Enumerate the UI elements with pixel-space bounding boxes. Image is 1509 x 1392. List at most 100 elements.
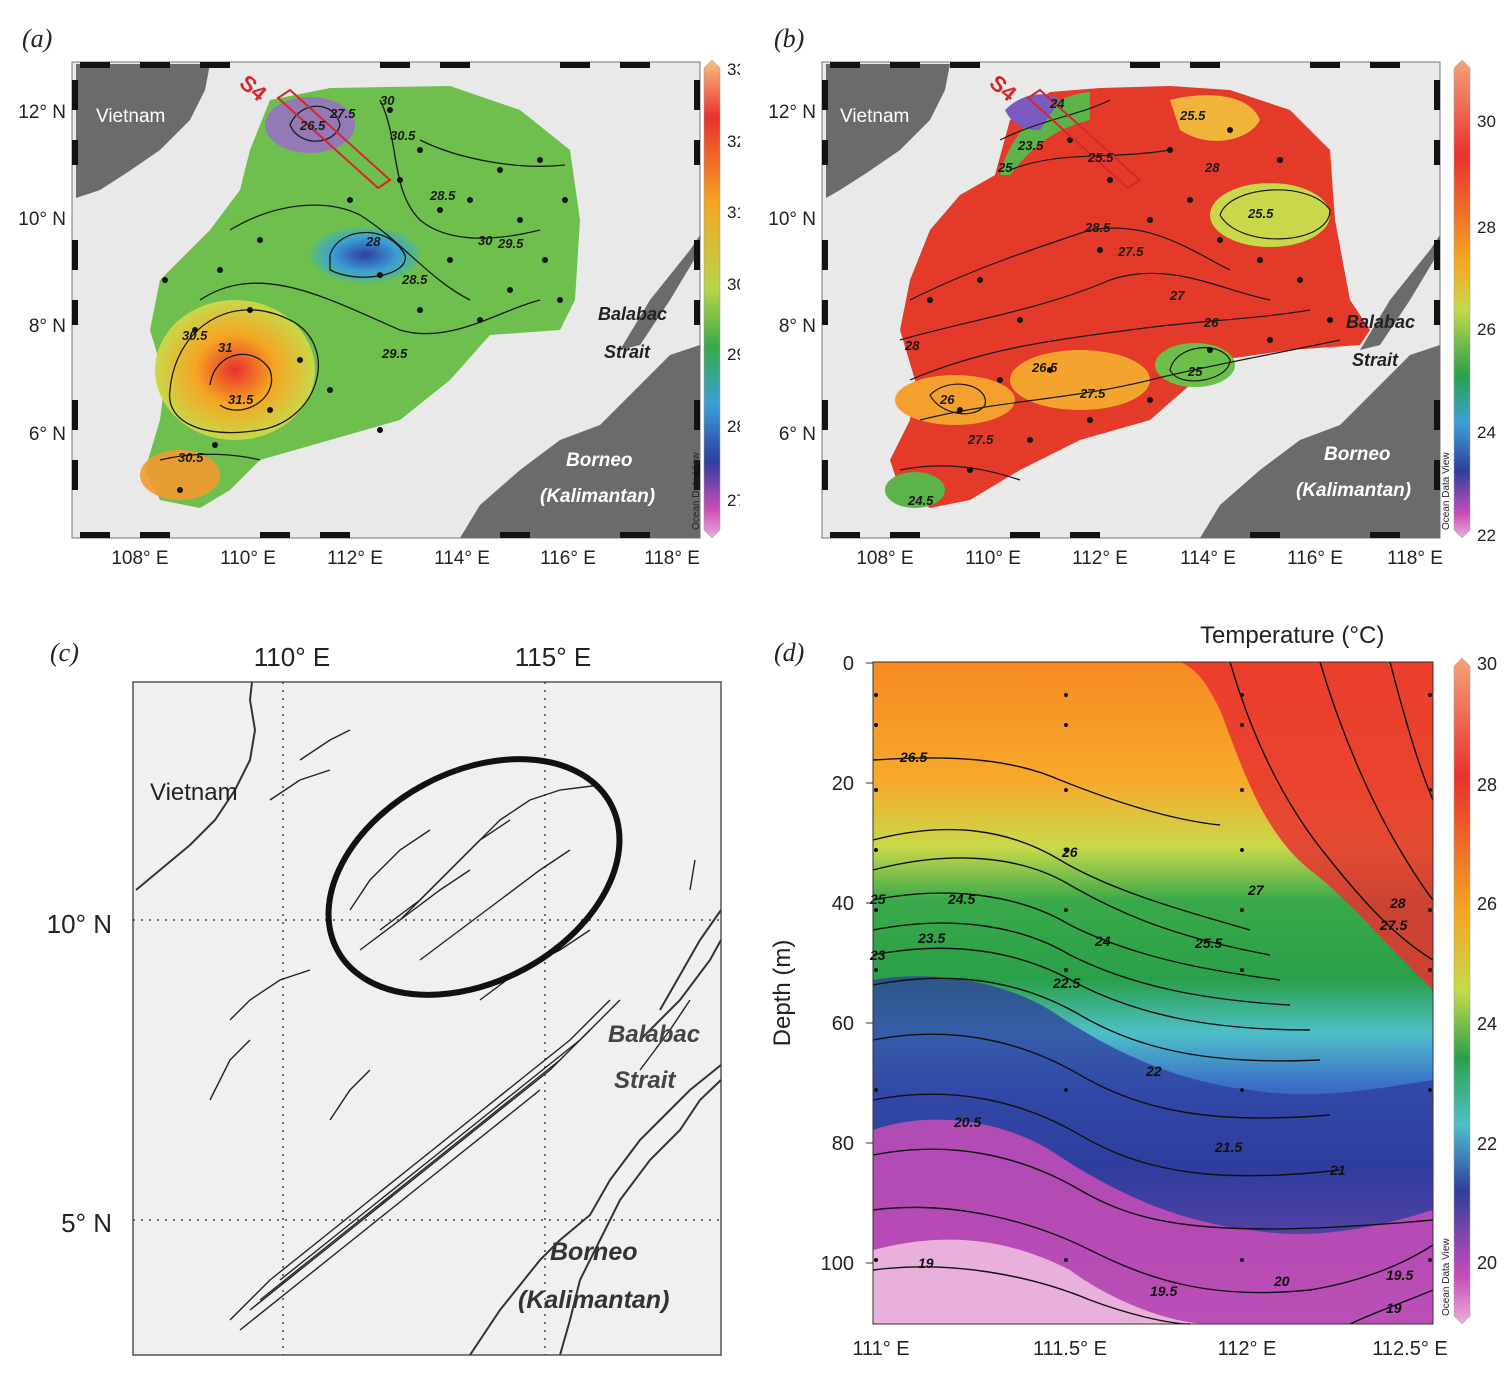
- svg-text:114° E: 114° E: [1180, 548, 1236, 569]
- depth-ticks: 0 20 40 60 80 100: [821, 653, 854, 1275]
- svg-text:25.5: 25.5: [1087, 150, 1114, 165]
- svg-text:27.5: 27.5: [1079, 386, 1106, 401]
- svg-text:26: 26: [939, 392, 955, 407]
- depth-tick-marks: [866, 662, 873, 1264]
- svg-text:5° N: 5° N: [61, 1208, 112, 1238]
- panel-d: (d): [750, 610, 1509, 1387]
- section-title: Temperature (°C): [1200, 622, 1384, 649]
- sar-map: Vietnam Balabac Strait Borneo (Kalimanta…: [47, 642, 722, 1356]
- svg-text:60: 60: [832, 1013, 854, 1035]
- stations: [162, 107, 568, 493]
- vietnam-land: [826, 64, 950, 198]
- svg-text:31: 31: [218, 340, 232, 355]
- svg-text:23.5: 23.5: [917, 930, 945, 946]
- svg-text:30: 30: [1477, 112, 1496, 131]
- svg-text:28: 28: [1477, 218, 1496, 237]
- map-frame: [132, 681, 722, 1356]
- svg-text:27.5: 27.5: [329, 106, 356, 121]
- colorbar-ticks: 30 28 26 24 22: [1477, 112, 1496, 545]
- place-kalimantan: (Kalimantan): [1296, 480, 1411, 501]
- svg-text:112° E: 112° E: [327, 548, 383, 569]
- svg-text:20: 20: [832, 773, 854, 795]
- svg-text:24: 24: [1049, 96, 1065, 111]
- svg-text:29.5: 29.5: [381, 346, 408, 361]
- svg-text:108° E: 108° E: [111, 548, 168, 569]
- svg-text:30.5: 30.5: [182, 328, 208, 343]
- svg-text:32: 32: [727, 132, 740, 151]
- svg-text:30.5: 30.5: [178, 450, 204, 465]
- svg-text:112° E: 112° E: [1072, 548, 1128, 569]
- frame-ticks: [72, 62, 700, 538]
- svg-text:25: 25: [997, 160, 1013, 175]
- place-borneo: Borneo: [550, 1238, 638, 1266]
- svg-text:33: 33: [727, 60, 740, 79]
- svg-text:24.5: 24.5: [947, 891, 975, 907]
- svg-text:30: 30: [1477, 654, 1497, 674]
- svg-text:27.5: 27.5: [1117, 244, 1144, 259]
- svg-text:31: 31: [727, 203, 740, 222]
- svg-text:112° E: 112° E: [1218, 1338, 1277, 1360]
- svg-text:25.5: 25.5: [1194, 935, 1222, 951]
- place-vietnam: Vietnam: [840, 106, 909, 127]
- svg-text:111.5° E: 111.5° E: [1033, 1338, 1107, 1360]
- section-s4-box: [1026, 88, 1142, 190]
- lon-ticks: 111° E 111.5° E 112° E 112.5° E: [852, 1338, 1447, 1360]
- svg-text:24: 24: [1477, 423, 1496, 442]
- svg-text:12° N: 12° N: [18, 102, 66, 123]
- svg-text:28: 28: [1389, 895, 1406, 911]
- svg-text:26.5: 26.5: [899, 749, 927, 765]
- palawan-land: [620, 235, 700, 350]
- vietnam-land: [76, 64, 210, 198]
- place-strait: Strait: [614, 1067, 676, 1094]
- svg-text:28: 28: [365, 234, 381, 249]
- palawan-land: [1360, 235, 1440, 350]
- svg-text:23: 23: [869, 947, 886, 963]
- svg-text:27.5: 27.5: [1379, 917, 1407, 933]
- panel-b: (b): [750, 0, 1509, 580]
- svg-text:25.5: 25.5: [1179, 108, 1206, 123]
- svg-text:20.5: 20.5: [953, 1114, 981, 1130]
- svg-text:26: 26: [1061, 844, 1078, 860]
- svg-text:24: 24: [1094, 933, 1111, 949]
- lat-ticks: 10° N 5° N: [47, 909, 112, 1238]
- svg-text:8° N: 8° N: [779, 316, 816, 337]
- svg-text:29.5: 29.5: [497, 236, 524, 251]
- svg-text:31.5: 31.5: [228, 392, 254, 407]
- svg-text:21.5: 21.5: [1214, 1139, 1242, 1155]
- svg-text:20: 20: [1477, 1253, 1497, 1273]
- internal-wave-traces: [209, 729, 696, 1331]
- svg-text:28: 28: [1204, 160, 1220, 175]
- svg-text:110° E: 110° E: [254, 642, 330, 672]
- svg-text:27.5: 27.5: [967, 432, 994, 447]
- svg-text:25: 25: [1187, 364, 1203, 379]
- svg-text:28: 28: [1477, 775, 1497, 795]
- svg-text:27: 27: [1169, 288, 1185, 303]
- svg-text:30: 30: [727, 275, 740, 294]
- svg-text:22: 22: [1145, 1063, 1162, 1079]
- place-strait: Strait: [604, 342, 651, 362]
- svg-text:111° E: 111° E: [852, 1338, 909, 1360]
- svg-text:28: 28: [904, 338, 920, 353]
- contour-labels: 24 23.5 25 25.5 25.5 28 25.5 28.5 27.5 2…: [904, 96, 1274, 508]
- svg-text:110° E: 110° E: [965, 548, 1021, 569]
- svg-text:22: 22: [1477, 1134, 1497, 1154]
- svg-text:26: 26: [1203, 315, 1219, 330]
- svg-text:118° E: 118° E: [1387, 548, 1443, 569]
- svg-text:8° N: 8° N: [29, 316, 66, 337]
- svg-text:24.5: 24.5: [907, 493, 934, 508]
- y-axis-label: Depth (m): [769, 940, 796, 1047]
- svg-text:80: 80: [832, 1133, 854, 1155]
- svg-text:112.5° E: 112.5° E: [1372, 1338, 1447, 1360]
- panel-label: (d): [774, 638, 805, 667]
- svg-text:22.5: 22.5: [1052, 975, 1080, 991]
- colorbar-ticks: 30 28 26 24 22 20: [1477, 654, 1497, 1273]
- section-contour-labels: 26.5 26 27 28 27.5 25 24.5 23.5 24 25.5 …: [869, 749, 1413, 1316]
- svg-text:19: 19: [918, 1255, 934, 1271]
- svg-text:108° E: 108° E: [856, 548, 913, 569]
- borneo-land: [460, 345, 700, 538]
- coastlines: [135, 681, 722, 1356]
- svg-text:118° E: 118° E: [644, 548, 700, 569]
- colorbar: [1453, 657, 1471, 1325]
- section-stations: [874, 693, 1432, 1262]
- temperature-map: S4 24 23.5 25 25.5 25.5 28 25.5 28.5 27.…: [768, 59, 1496, 569]
